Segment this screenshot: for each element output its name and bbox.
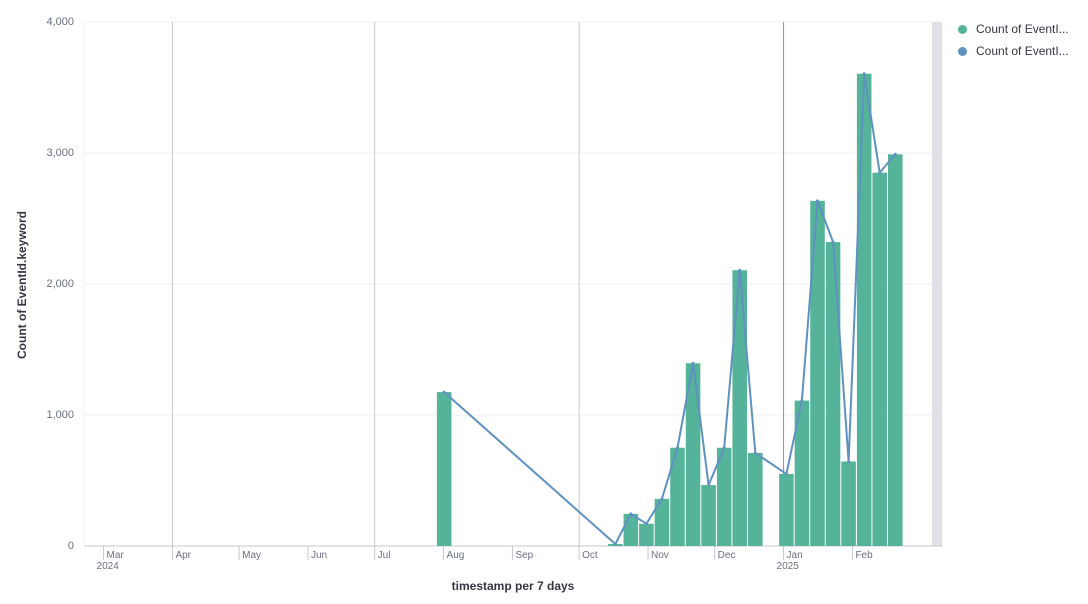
bar xyxy=(685,363,701,546)
bar xyxy=(872,172,887,546)
x-tick-year-label: 2024 xyxy=(97,561,120,572)
x-tick-label: May xyxy=(242,550,261,561)
line-point xyxy=(862,72,866,76)
x-tick-label: Jun xyxy=(311,550,327,561)
bar xyxy=(856,73,872,547)
bar xyxy=(670,447,685,546)
bar xyxy=(701,485,716,546)
line-point xyxy=(629,512,633,516)
line-point xyxy=(753,451,757,455)
y-axis-title: Count of EventId.keyword xyxy=(15,211,29,359)
line-point xyxy=(784,472,788,476)
line-point xyxy=(722,446,726,450)
out-of-range-band xyxy=(932,22,942,546)
y-tick-label: 2,000 xyxy=(46,278,74,290)
line-point xyxy=(676,446,679,450)
line-point xyxy=(660,497,664,501)
line-point xyxy=(707,483,711,487)
y-tick-label: 4,000 xyxy=(46,16,74,28)
x-tick-year-label: 2025 xyxy=(777,561,800,572)
line-point xyxy=(691,361,695,365)
x-tick-label: Mar xyxy=(107,550,125,561)
legend-item-line-series[interactable]: Count of EventI... xyxy=(958,40,1069,62)
x-tick-label: Jan xyxy=(787,550,803,561)
bar xyxy=(888,154,903,546)
line-point xyxy=(442,390,446,394)
bar xyxy=(623,513,639,546)
legend-label-line-series: Count of EventI... xyxy=(976,44,1069,58)
line-point xyxy=(816,199,819,203)
legend-bar-swatch-icon xyxy=(958,24,967,34)
bar xyxy=(748,452,763,546)
bar xyxy=(810,200,825,546)
x-tick-label: Dec xyxy=(718,550,736,561)
line-point xyxy=(738,268,742,272)
y-tick-label: 0 xyxy=(68,540,74,552)
line-point xyxy=(878,171,882,175)
x-tick-label: Sep xyxy=(515,550,533,561)
x-tick-label: Feb xyxy=(855,550,873,561)
bar xyxy=(732,270,747,546)
bar xyxy=(825,242,841,546)
bar xyxy=(841,461,856,546)
legend-label-bar-series: Count of EventI... xyxy=(976,22,1069,36)
x-tick-label: Jul xyxy=(378,550,391,561)
legend: Count of EventI... Count of EventI... xyxy=(958,18,1069,62)
x-tick-label: Oct xyxy=(582,550,598,561)
legend-line-swatch-icon xyxy=(958,46,967,56)
bar xyxy=(654,498,670,546)
x-axis-title: timestamp per 7 days xyxy=(452,579,575,593)
legend-item-bar-series[interactable]: Count of EventI... xyxy=(958,18,1069,40)
line-point xyxy=(613,542,617,546)
line-point xyxy=(644,522,648,526)
bar xyxy=(779,473,794,546)
line-point xyxy=(831,240,835,244)
bar xyxy=(436,392,452,546)
y-tick-label: 3,000 xyxy=(46,147,74,159)
x-tick-label: Nov xyxy=(651,550,669,561)
bar xyxy=(639,523,654,546)
bar xyxy=(794,400,810,546)
y-tick-label: 1,000 xyxy=(46,409,74,421)
bar xyxy=(716,447,732,546)
x-tick-label: Apr xyxy=(175,550,191,561)
x-tick-label: Aug xyxy=(447,550,465,561)
line-point xyxy=(893,152,897,156)
line-point xyxy=(847,460,851,464)
line-point xyxy=(800,399,804,403)
